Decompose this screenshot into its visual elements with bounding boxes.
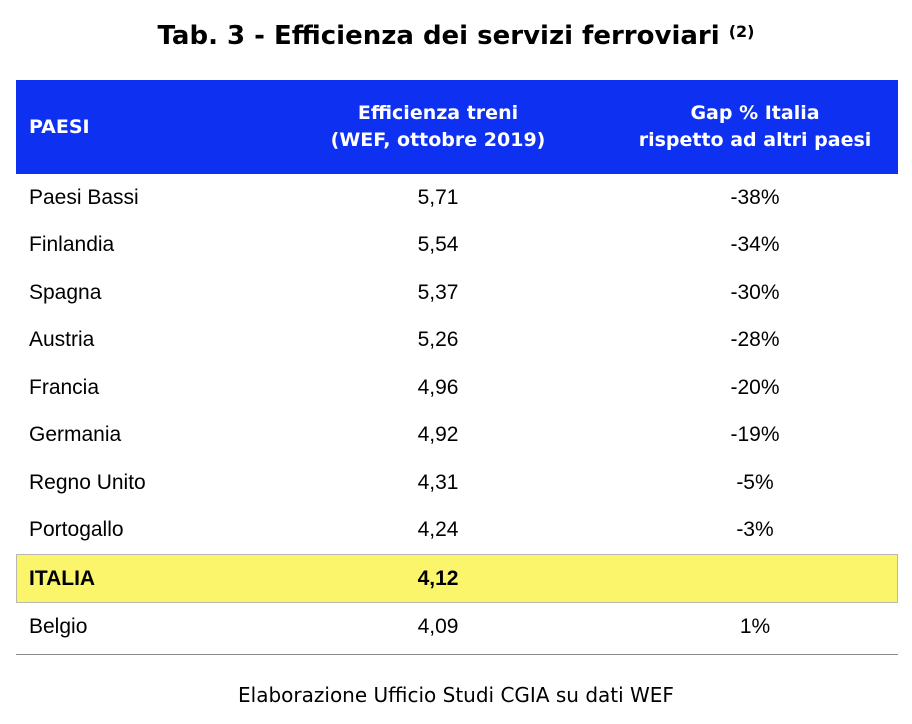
country-cell: Austria xyxy=(29,328,95,352)
country-cell: Belgio xyxy=(29,614,88,638)
table-header: PAESI Efficienza treni (WEF, ottobre 201… xyxy=(16,80,898,174)
efficiency-cell: 4,12 xyxy=(417,566,459,590)
gap-cell: -19% xyxy=(730,423,780,447)
table-row: Regno Unito 4,31 -5% xyxy=(16,459,898,507)
table-row: Francia 4,96 -20% xyxy=(16,364,898,412)
efficiency-cell: 4,24 xyxy=(417,518,459,542)
efficiency-cell: 4,92 xyxy=(417,423,459,447)
table-row: Austria 5,26 -28% xyxy=(16,317,898,365)
country-cell: Paesi Bassi xyxy=(29,185,139,209)
header-gap-line2: rispetto ad altri paesi xyxy=(638,129,872,151)
efficiency-table: PAESI Efficienza treni (WEF, ottobre 201… xyxy=(16,80,898,655)
gap-cell: 1% xyxy=(739,614,771,638)
header-gap-line1: Gap % Italia xyxy=(690,102,820,124)
table-row: Belgio 4,09 1% xyxy=(16,603,898,651)
page-title: Tab. 3 - Efficienza dei servizi ferrovia… xyxy=(0,18,912,54)
title-text: Tab. 3 - Efficienza dei servizi ferrovia… xyxy=(157,21,720,51)
efficiency-cell: 5,26 xyxy=(417,328,459,352)
efficiency-cell: 4,09 xyxy=(417,614,459,638)
efficiency-cell: 5,71 xyxy=(417,185,459,209)
gap-cell: -3% xyxy=(736,518,774,542)
table-row: Spagna 5,37 -30% xyxy=(16,269,898,317)
gap-cell: -20% xyxy=(730,375,780,399)
gap-cell: -34% xyxy=(730,233,780,257)
header-efficienza: Efficienza treni (WEF, ottobre 2019) xyxy=(264,100,612,154)
header-efficienza-line2: (WEF, ottobre 2019) xyxy=(330,129,546,151)
country-cell: Finlandia xyxy=(29,233,115,257)
gap-cell: -30% xyxy=(730,280,780,304)
gap-cell: -38% xyxy=(730,185,780,209)
table-row-italia-highlighted: ITALIA 4,12 xyxy=(16,554,898,603)
country-cell: Germania xyxy=(29,423,122,447)
country-cell: Spagna xyxy=(29,280,102,304)
efficiency-cell: 4,31 xyxy=(417,470,459,494)
header-gap: Gap % Italia rispetto ad altri paesi xyxy=(612,100,898,154)
header-efficienza-line1: Efficienza treni xyxy=(357,102,519,124)
country-cell: Francia xyxy=(29,375,100,399)
title-footnote-marker: (2) xyxy=(728,22,755,41)
table-row: Germania 4,92 -19% xyxy=(16,412,898,460)
table-row: Finlandia 5,54 -34% xyxy=(16,222,898,270)
table-body: Paesi Bassi 5,71 -38% Finlandia 5,54 -34… xyxy=(16,174,898,651)
table-row: Paesi Bassi 5,71 -38% xyxy=(16,174,898,222)
efficiency-cell: 4,96 xyxy=(417,375,459,399)
country-cell: ITALIA xyxy=(29,566,96,590)
table-row: Portogallo 4,24 -3% xyxy=(16,507,898,555)
efficiency-cell: 5,54 xyxy=(417,233,459,257)
country-cell: Regno Unito xyxy=(29,470,146,494)
gap-cell: -5% xyxy=(736,470,774,494)
gap-cell: -28% xyxy=(730,328,780,352)
efficiency-cell: 5,37 xyxy=(417,280,459,304)
source-note: Elaborazione Ufficio Studi CGIA su dati … xyxy=(238,683,674,707)
table-bottom-rule xyxy=(16,653,898,655)
country-cell: Portogallo xyxy=(29,518,124,542)
header-paesi: PAESI xyxy=(29,115,90,138)
